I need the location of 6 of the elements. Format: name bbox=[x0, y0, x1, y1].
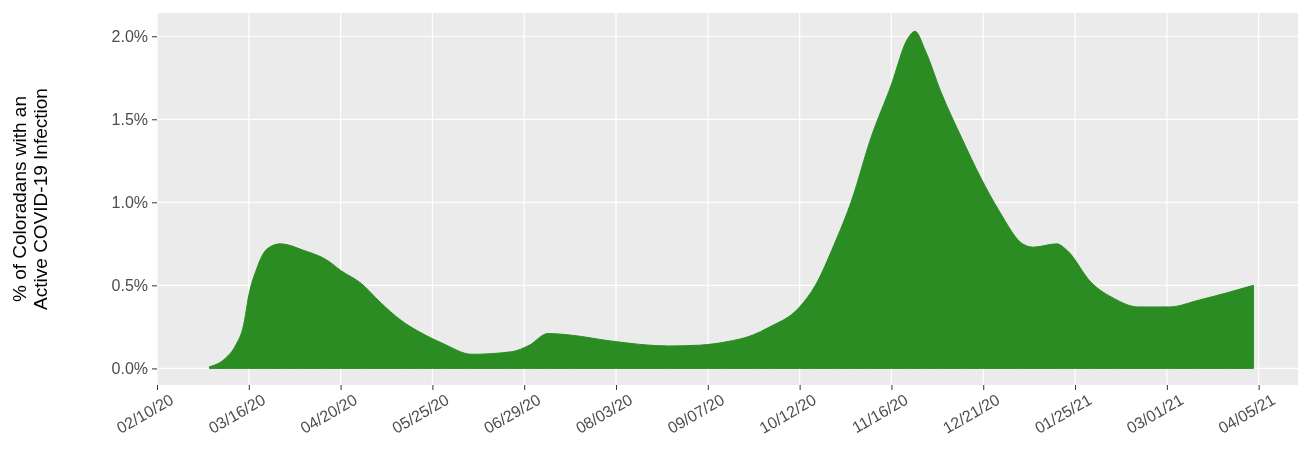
y-tick-label: 2.0% bbox=[111, 27, 148, 45]
y-tick-label: 0.5% bbox=[111, 276, 148, 294]
y-tick-label: 1.0% bbox=[111, 193, 148, 211]
y-axis-title: % of Coloradans with an Active COVID-19 Infection bbox=[9, 88, 52, 310]
y-tick-label: 0.0% bbox=[111, 360, 148, 378]
y-tick-label: 1.5% bbox=[111, 110, 148, 128]
